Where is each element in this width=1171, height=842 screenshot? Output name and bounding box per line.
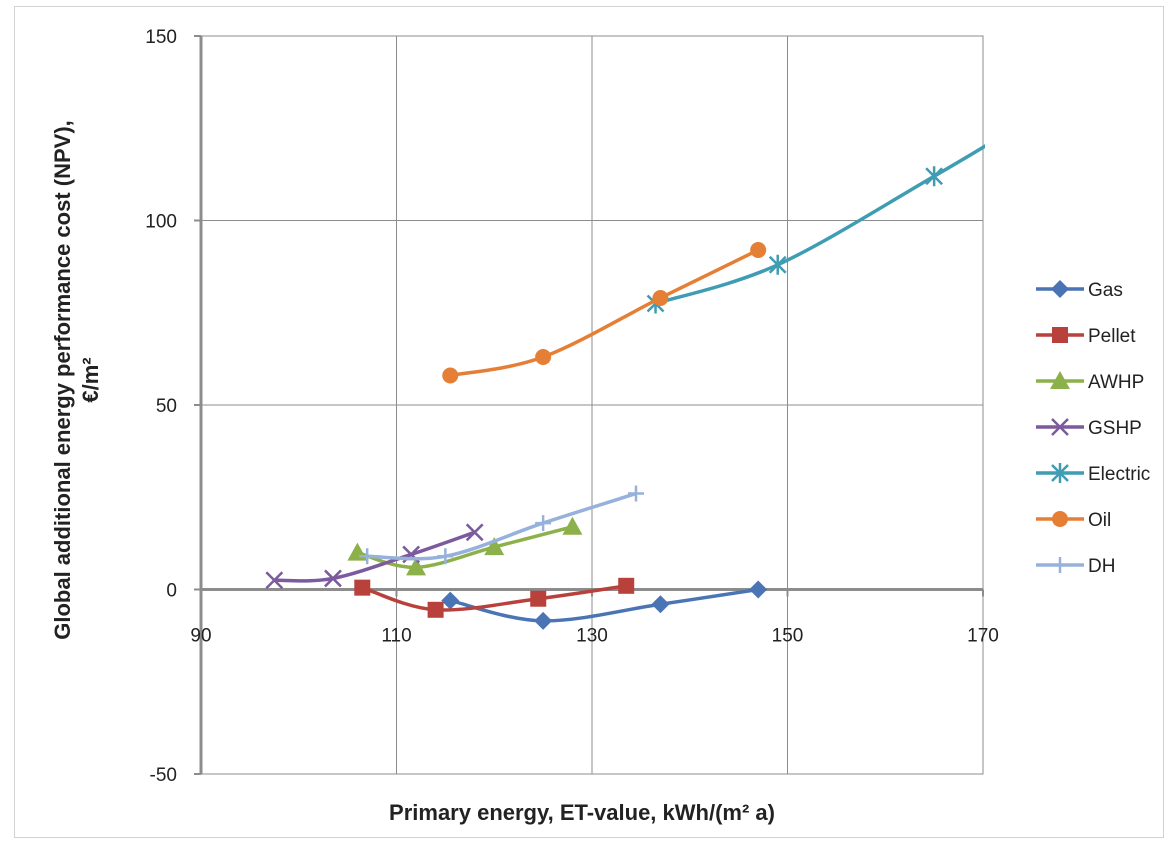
series-line-gas (449, 587, 759, 623)
legend-marker-dh (1052, 557, 1068, 573)
y-tick-label: 150 (145, 27, 177, 48)
series-line-electric (655, 144, 985, 306)
data-point-gas (749, 580, 768, 599)
legend-item-gas: Gas (1036, 280, 1123, 301)
legend-item-electric: Electric (1036, 463, 1150, 485)
data-point-gas (534, 611, 553, 630)
data-point-dh (535, 515, 552, 532)
y-axis-title-line1: Global additional energy performance cos… (50, 120, 75, 640)
y-tick-label: -50 (150, 765, 177, 786)
series-dh (359, 485, 644, 565)
legend-marker-oil (1052, 511, 1068, 527)
data-point-awhp (406, 557, 427, 576)
legend-item-dh: DH (1036, 556, 1115, 577)
data-point-gas (651, 595, 670, 614)
series-line-dh (367, 491, 637, 561)
data-point-pellet (618, 577, 635, 594)
series-gas (441, 580, 768, 630)
legend-label-oil: Oil (1088, 510, 1111, 531)
data-point-gshp (324, 569, 342, 588)
data-point-oil (652, 289, 669, 306)
legend-label-awhp: AWHP (1088, 372, 1144, 393)
legend-label-gas: Gas (1088, 280, 1123, 301)
y-tick-label: 50 (156, 396, 177, 417)
legend-item-awhp: AWHP (1036, 371, 1144, 393)
data-point-oil (535, 349, 552, 366)
data-point-awhp (562, 516, 583, 535)
series-gshp (265, 523, 484, 590)
series-layer (265, 144, 985, 630)
data-point-oil (750, 242, 767, 259)
data-point-pellet (427, 601, 444, 618)
legend-label-gshp: GSHP (1088, 418, 1142, 439)
x-tick-label: 150 (772, 626, 804, 647)
chart-frame (14, 6, 1164, 838)
tick-labels: 90 110 130 150 170 150 100 50 0 -50 (145, 27, 999, 786)
data-point-dh (359, 548, 376, 565)
data-point-oil (442, 367, 459, 384)
legend-marker-gas (1051, 280, 1069, 298)
series-oil (442, 242, 767, 384)
legend-label-pellet: Pellet (1088, 326, 1136, 347)
data-point-electric (768, 254, 787, 275)
x-tick-label: 170 (967, 626, 999, 647)
data-point-electric (925, 166, 944, 187)
series-line-pellet (361, 584, 627, 612)
legend: Gas Pellet AWHP GSHP Electric Oil DH (1036, 280, 1150, 577)
data-point-gshp (265, 571, 284, 590)
data-point-gas (441, 591, 460, 610)
series-pellet (354, 577, 635, 618)
x-tick-label: 130 (576, 626, 608, 647)
x-axis-title: Primary energy, ET-value, kWh/(m² a) (389, 800, 775, 825)
legend-marker-electric (1051, 463, 1069, 483)
legend-label-electric: Electric (1088, 464, 1150, 485)
grid-lines (201, 35, 983, 774)
data-point-awhp (484, 537, 505, 556)
x-tick-label: 110 (381, 626, 411, 647)
data-point-gshp (465, 523, 484, 542)
data-point-dh (437, 548, 454, 565)
legend-marker-pellet (1052, 327, 1068, 343)
data-point-dh (627, 485, 644, 502)
legend-label-dh: DH (1088, 556, 1115, 577)
legend-item-gshp: GSHP (1036, 418, 1142, 439)
legend-marker-awhp (1050, 371, 1070, 389)
y-tick-label: 100 (145, 212, 177, 233)
data-point-pellet (530, 590, 547, 607)
data-point-pellet (354, 579, 371, 596)
series-line-gshp (274, 530, 476, 583)
y-axis-title: Global additional energy performance cos… (50, 120, 103, 640)
series-line-oil (449, 248, 759, 378)
legend-marker-gshp (1051, 418, 1069, 436)
legend-item-oil: Oil (1036, 510, 1111, 531)
y-tick-label: 0 (166, 581, 177, 602)
y-axis-title-line2: €/m² (78, 357, 103, 402)
x-tick-label: 90 (190, 626, 211, 647)
legend-item-pellet: Pellet (1036, 326, 1136, 347)
